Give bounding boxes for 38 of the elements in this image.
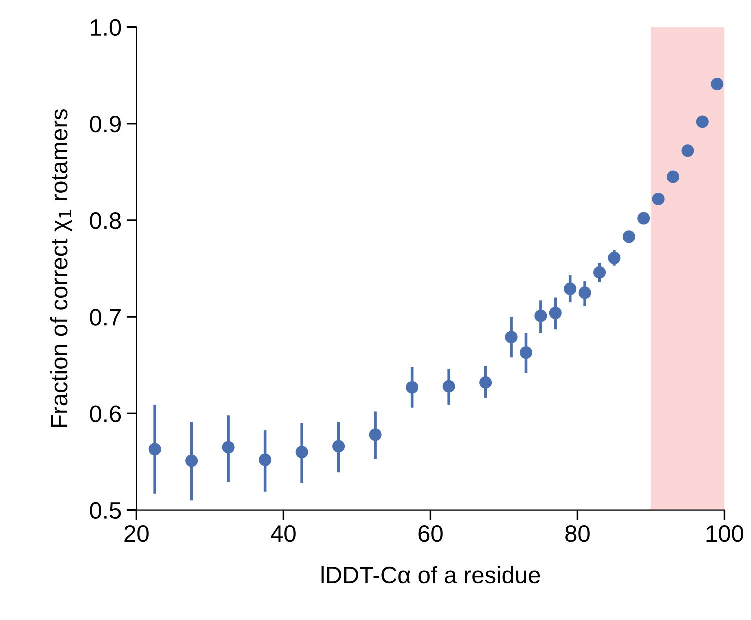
point: [711, 78, 724, 91]
point: [696, 116, 709, 128]
y-tick-label: 1.0: [91, 19, 122, 36]
point: [332, 440, 346, 453]
y-tick-label: 0.5: [90, 502, 122, 520]
point: [682, 144, 694, 158]
point: [148, 443, 162, 456]
point: [608, 252, 621, 264]
point: [369, 428, 382, 442]
y-tick-label: 0.8: [90, 212, 122, 230]
point: [442, 380, 456, 393]
point: [652, 192, 665, 206]
point: [520, 346, 533, 360]
point: [186, 454, 198, 468]
point: [505, 331, 518, 344]
point: [296, 446, 308, 459]
x-tick-label: 40: [271, 525, 296, 542]
point: [564, 282, 577, 296]
point: [578, 286, 592, 300]
y-tick-label: 0.6: [90, 406, 122, 422]
point: [638, 212, 650, 225]
x-tick-label: 60: [418, 525, 443, 542]
point: [622, 230, 636, 244]
point: [406, 381, 419, 394]
y-axis-title: Fraction of correct χ$_{1}$ rotamers: [50, 110, 72, 428]
point: [549, 306, 562, 320]
y-tick-label: 0.7: [90, 309, 121, 326]
point: [222, 441, 235, 454]
point: [534, 310, 548, 322]
x-tick-label: 80: [566, 525, 590, 542]
x-tick-label: 20: [124, 525, 149, 542]
x-tick-label: 100: [706, 525, 744, 542]
point: [259, 454, 272, 466]
x-axis-title: lDDT-Cα of a residue: [322, 566, 540, 584]
point: [667, 170, 680, 184]
y-tick-label: 0.9: [90, 116, 121, 133]
point: [480, 376, 492, 390]
point: [594, 266, 606, 279]
